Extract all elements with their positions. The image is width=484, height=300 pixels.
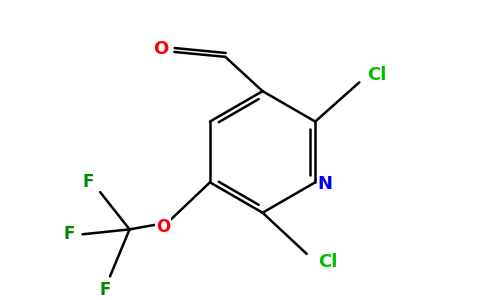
Text: F: F [63, 225, 75, 243]
Text: O: O [153, 40, 168, 58]
Text: F: F [99, 281, 111, 299]
Text: Cl: Cl [318, 253, 338, 271]
Text: O: O [156, 218, 170, 236]
Text: Cl: Cl [367, 65, 387, 83]
Text: F: F [83, 173, 94, 191]
Text: N: N [318, 175, 333, 193]
